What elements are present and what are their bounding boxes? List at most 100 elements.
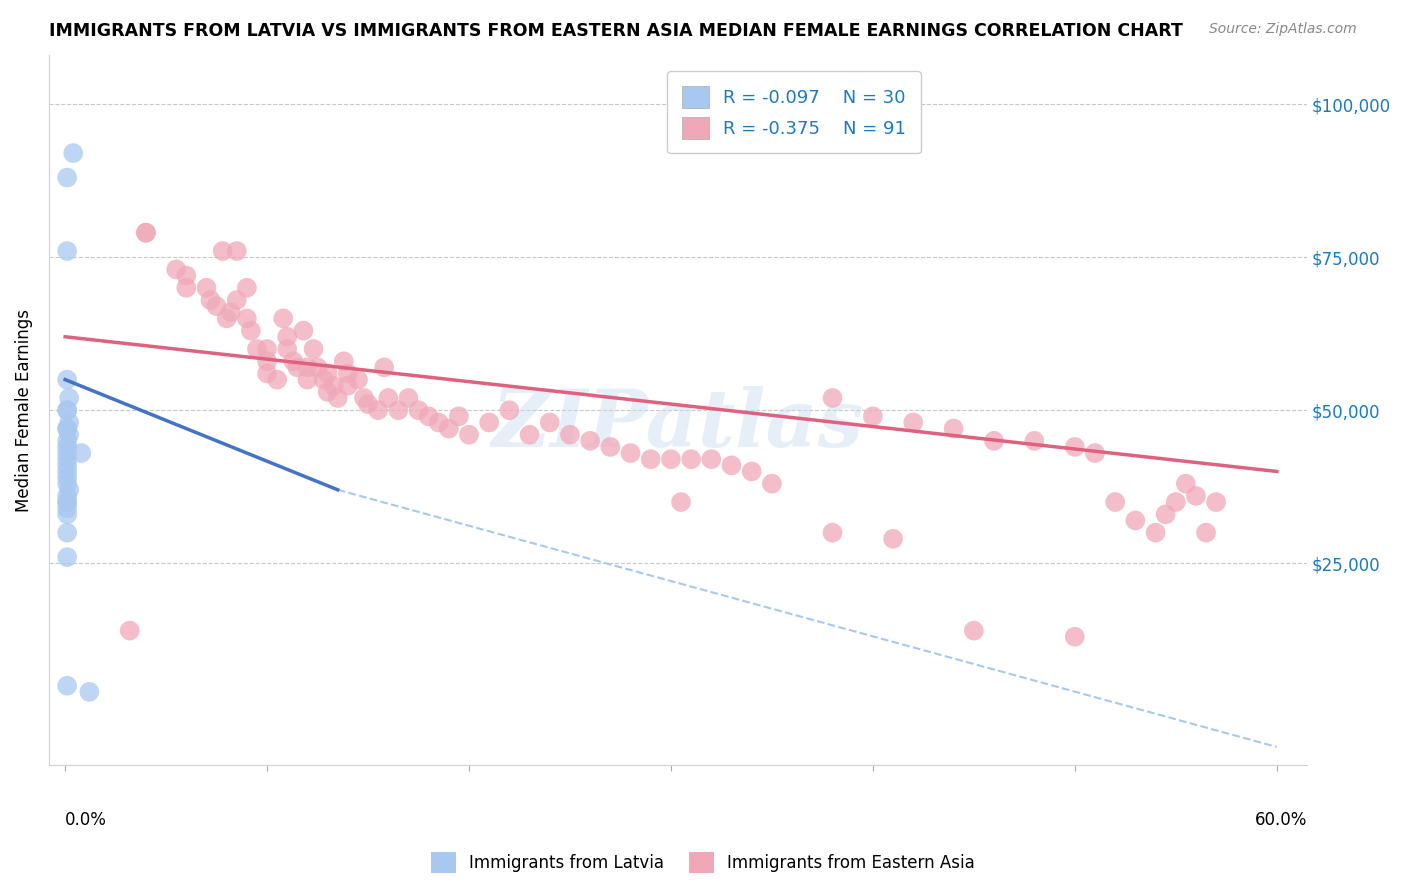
Point [118,624,141,638]
Point [942,421,965,435]
Point [56,476,79,491]
Text: 60.0%: 60.0% [1254,812,1308,830]
Point [56,465,79,479]
Point [538,416,561,430]
Point [418,409,440,424]
Point [56,421,79,435]
Point [458,427,481,442]
Point [741,465,763,479]
Point [70,446,93,460]
Point [437,421,460,435]
Point [1154,508,1177,522]
Point [56,440,79,454]
Text: 0.0%: 0.0% [65,812,107,830]
Point [862,409,884,424]
Point [292,324,315,338]
Point [174,268,197,283]
Point [427,416,450,430]
Point [307,360,329,375]
Point [963,624,986,638]
Point [58,483,80,497]
Point [316,367,339,381]
Point [79,685,101,699]
Legend: R = -0.097    N = 30, R = -0.375    N = 91: R = -0.097 N = 30, R = -0.375 N = 91 [668,71,921,153]
Point [333,354,356,368]
Point [297,360,319,375]
Point [336,378,359,392]
Point [316,384,339,399]
Point [58,427,80,442]
Point [1024,434,1046,448]
Point [659,452,682,467]
Point [56,446,79,460]
Point [357,397,380,411]
Point [56,501,79,516]
Point [56,525,79,540]
Point [285,360,308,375]
Point [56,244,79,258]
Point [373,360,395,375]
Point [56,495,79,509]
Point [56,550,79,565]
Point [56,421,79,435]
Point [821,525,844,540]
Point [246,342,269,356]
Point [56,403,79,417]
Point [135,226,157,240]
Point [236,281,259,295]
Point [266,373,288,387]
Point [558,427,581,442]
Point [408,403,430,417]
Point [519,427,541,442]
Point [200,293,222,307]
Point [297,373,319,387]
Point [211,244,233,258]
Point [498,403,520,417]
Point [1125,513,1147,527]
Point [619,446,641,460]
Point [1104,495,1126,509]
Y-axis label: Median Female Earnings: Median Female Earnings [15,309,32,512]
Legend: Immigrants from Latvia, Immigrants from Eastern Asia: Immigrants from Latvia, Immigrants from … [425,846,981,880]
Point [56,170,79,185]
Point [669,495,692,509]
Point [326,391,349,405]
Point [56,508,79,522]
Point [720,458,742,473]
Point [236,311,259,326]
Point [1174,476,1197,491]
Point [56,489,79,503]
Point [62,146,84,161]
Point [271,311,294,326]
Point [283,354,305,368]
Point [165,262,187,277]
Point [478,416,501,430]
Point [1063,440,1085,454]
Point [983,434,1005,448]
Point [599,440,621,454]
Point [195,281,218,295]
Point [903,416,925,430]
Point [347,373,370,387]
Point [579,434,602,448]
Point [681,452,703,467]
Point [58,391,80,405]
Point [219,305,242,319]
Point [1195,525,1218,540]
Point [256,342,278,356]
Point [700,452,723,467]
Point [1084,446,1107,460]
Point [276,342,298,356]
Point [1164,495,1187,509]
Point [239,324,262,338]
Point [396,391,419,405]
Text: IMMIGRANTS FROM LATVIA VS IMMIGRANTS FROM EASTERN ASIA MEDIAN FEMALE EARNINGS CO: IMMIGRANTS FROM LATVIA VS IMMIGRANTS FRO… [49,22,1182,40]
Point [215,311,238,326]
Point [225,244,247,258]
Point [174,281,197,295]
Point [58,416,80,430]
Point [882,532,904,546]
Point [387,403,409,417]
Point [640,452,662,467]
Point [367,403,389,417]
